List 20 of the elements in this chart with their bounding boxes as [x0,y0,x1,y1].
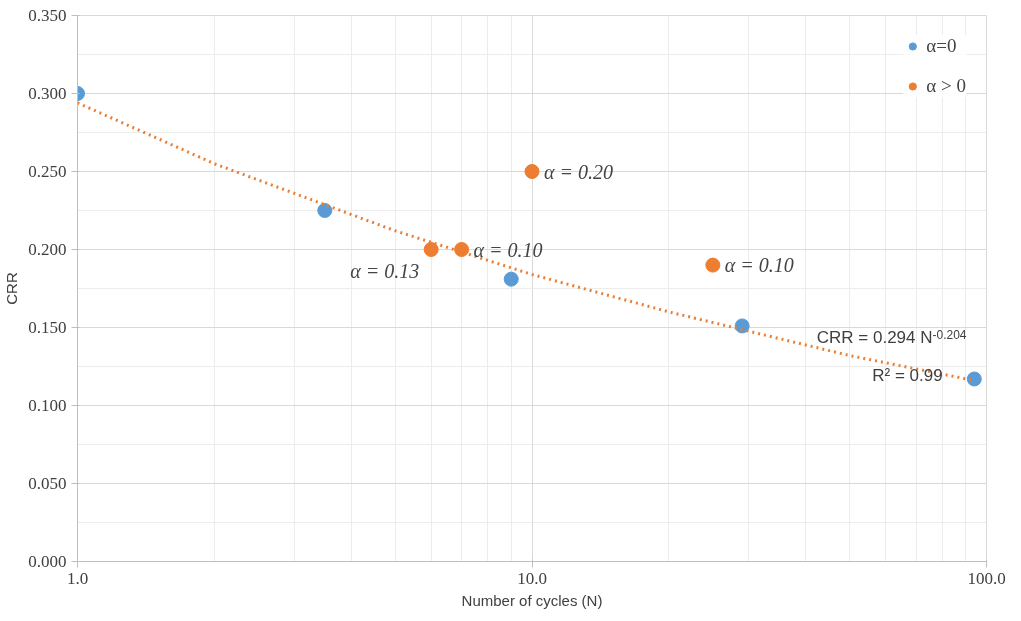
y-tick-label: 0.050 [28,474,67,493]
annotation: R² = 0.99 [872,365,943,385]
annotation: α = 0.10 [724,254,794,277]
y-tick-label: 0.150 [28,318,67,337]
annotation: α = 0.20 [544,160,613,183]
annotation: α = 0.10 [473,238,543,261]
legend-label: α > 0 [926,75,966,97]
x-tick-label: 1.0 [66,568,89,588]
y-tick-label: 0.300 [28,84,67,103]
y-tick-label: 0.100 [28,396,67,415]
x-tick-label: 10.0 [517,568,547,588]
legend-label: α=0 [926,35,957,57]
y-tick-label: 0.200 [28,240,67,259]
y-tick-label: 0.250 [28,162,67,181]
y-tick-label: 0.000 [28,552,67,571]
y-tick-label: 0.350 [28,6,67,25]
x-tick-label: 100.0 [967,568,1006,588]
x-axis-title: Number of cycles (N) [461,591,603,609]
y-axis-title: CRR [3,272,21,305]
annotation: α = 0.13 [350,259,420,282]
